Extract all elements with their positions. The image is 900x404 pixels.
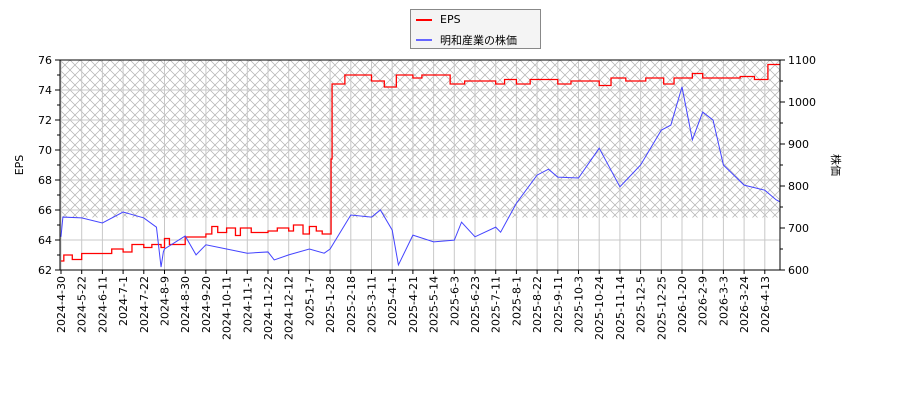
series <box>60 63 781 268</box>
x-tick-label: 2025-4-1 <box>386 276 399 326</box>
y-right-tick-label: 600 <box>788 264 809 277</box>
x-tick-label: 2024-4-30 <box>55 276 68 333</box>
x-tick-label: 2025-11-14 <box>614 276 627 340</box>
y-right-tick-label: 1000 <box>788 96 816 109</box>
x-tick-label: 2025-1-7 <box>303 276 316 326</box>
plot-frame <box>59 59 781 271</box>
y-left-tick-label: 72 <box>38 114 52 127</box>
x-tick-label: 2025-1-28 <box>324 276 337 333</box>
x-tick-label: 2024-7-1 <box>117 276 130 326</box>
x-tick-label: 2024-10-11 <box>221 276 234 340</box>
legend-label-eps: EPS <box>440 13 461 26</box>
x-tick-label: 2024-12-12 <box>283 276 296 340</box>
y-left-tick-label: 64 <box>38 234 52 247</box>
x-tick-label: 2024-9-20 <box>200 276 213 333</box>
shaded-band <box>60 60 780 218</box>
y-left-tick-label: 62 <box>38 264 52 277</box>
price-line <box>60 86 781 268</box>
legend-swatch-price <box>416 39 432 41</box>
y-left-tick-label: 76 <box>38 54 52 67</box>
x-tick-label: 2024-11-22 <box>262 276 275 340</box>
legend-label-price: 明和産業の株価 <box>440 34 517 47</box>
x-tick-label: 2026-3-24 <box>738 276 751 333</box>
y-right-tick-label: 800 <box>788 180 809 193</box>
y-left-tick-label: 70 <box>38 144 52 157</box>
x-tick-label: 2026-1-20 <box>676 276 689 333</box>
x-tick-label: 2026-2-9 <box>697 276 710 326</box>
x-tick-label: 2024-7-22 <box>138 276 151 333</box>
legend-item-price: 明和産業の株価 <box>416 32 517 48</box>
x-tick-label: 2025-2-18 <box>345 276 358 333</box>
y-right-tick-label: 700 <box>788 222 809 235</box>
x-tick-label: 2025-12-5 <box>635 276 648 333</box>
x-tick-label: 2025-10-3 <box>573 276 586 333</box>
eps-line <box>61 63 780 262</box>
x-tick-label: 2025-8-1 <box>510 276 523 326</box>
y-right-tick-label: 900 <box>788 138 809 151</box>
x-tick-label: 2024-8-9 <box>159 276 172 326</box>
x-tick-label: 2026-4-13 <box>759 276 772 333</box>
shaded-band-area <box>60 60 780 218</box>
y-right-tick-label: 1100 <box>788 54 816 67</box>
legend-swatch-eps <box>416 18 432 21</box>
x-tick-label: 2025-4-21 <box>407 276 420 333</box>
x-tick-label: 2025-7-11 <box>490 276 503 333</box>
legend-item-eps: EPS <box>416 13 461 26</box>
x-tick-label: 2025-12-25 <box>655 276 668 340</box>
y-left-tick-label: 74 <box>38 84 52 97</box>
x-tick-label: 2025-10-24 <box>593 276 606 340</box>
x-tick-label: 2024-5-22 <box>76 276 89 333</box>
x-tick-label: 2026-3-3 <box>717 276 730 326</box>
y-axis-right-label: 株価 <box>829 154 843 176</box>
x-tick-label: 2025-5-14 <box>428 276 441 333</box>
y-left-tick-label: 66 <box>38 204 52 217</box>
axes: 2024-4-30 2024-5-22 2024-6-11 2024-7-1 2024-… <box>38 54 816 340</box>
legend: EPS 明和産業の株価 <box>410 9 541 49</box>
y-left-tick-label: 68 <box>38 174 52 187</box>
y-axis-left-label: EPS <box>13 155 26 176</box>
x-tick-label: 2024-8-30 <box>179 276 192 333</box>
x-tick-label: 2025-8-22 <box>531 276 544 333</box>
x-tick-label: 2024-6-11 <box>96 276 109 333</box>
x-tick-label: 2025-6-23 <box>469 276 482 333</box>
x-tick-label: 2025-3-11 <box>366 276 379 333</box>
x-tick-label: 2025-9-11 <box>552 276 565 333</box>
x-tick-label: 2025-6-3 <box>448 276 461 326</box>
x-tick-label: 2024-11-1 <box>241 276 254 333</box>
